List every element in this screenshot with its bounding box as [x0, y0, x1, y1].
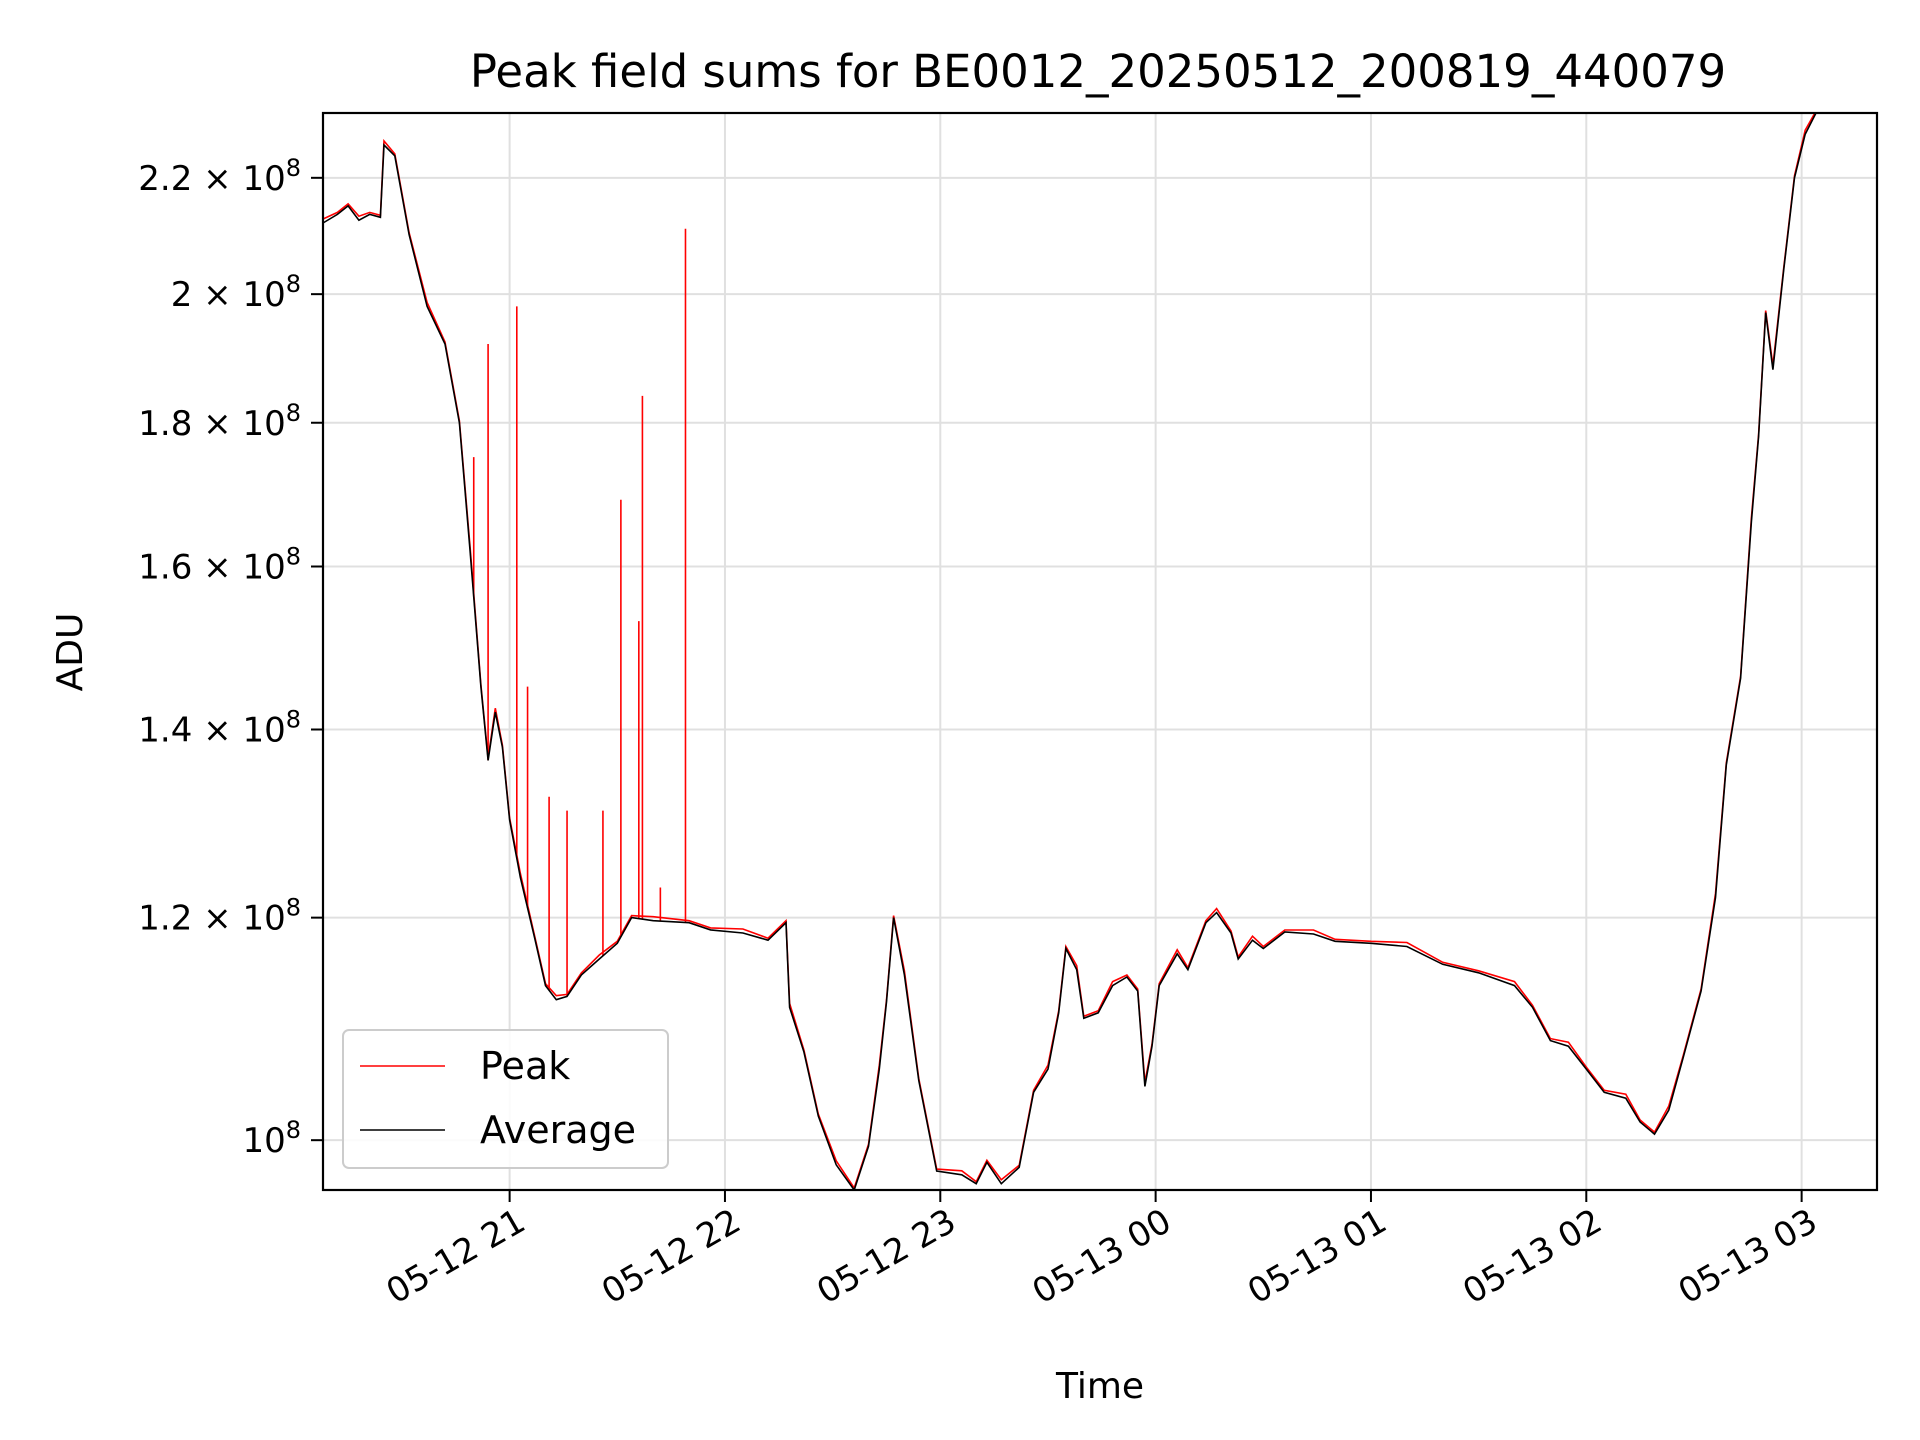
- y-axis-ticks: 108 1.2 × 108 1.4 × 108 1.6 × 108 1.8 × 108 2…: [138, 154, 323, 1161]
- y-tick-label: 2.2 × 108: [138, 154, 301, 199]
- legend-average-label: Average: [480, 1108, 636, 1152]
- legend-peak-label: Peak: [480, 1044, 570, 1088]
- y-tick-label: 108: [242, 1116, 301, 1161]
- y-axis-label: ADU: [50, 613, 91, 692]
- y-tick-label: 1.6 × 108: [138, 543, 301, 588]
- x-axis-label: Time: [1055, 1366, 1144, 1407]
- chart-title: Peak field sums for BE0012_20250512_2008…: [470, 45, 1726, 98]
- legend: Peak Average: [342, 1029, 669, 1169]
- y-tick-label: 1.8 × 108: [138, 399, 301, 444]
- plot-frame: [321, 111, 1879, 1192]
- series-layer: [323, 113, 1817, 1190]
- y-tick-label: 1.4 × 108: [138, 705, 301, 750]
- y-tick-label: 2 × 108: [171, 270, 301, 315]
- legend-box: [342, 1029, 669, 1169]
- y-tick-label: 1.2 × 108: [138, 894, 301, 939]
- average-series-line: [323, 113, 1817, 1190]
